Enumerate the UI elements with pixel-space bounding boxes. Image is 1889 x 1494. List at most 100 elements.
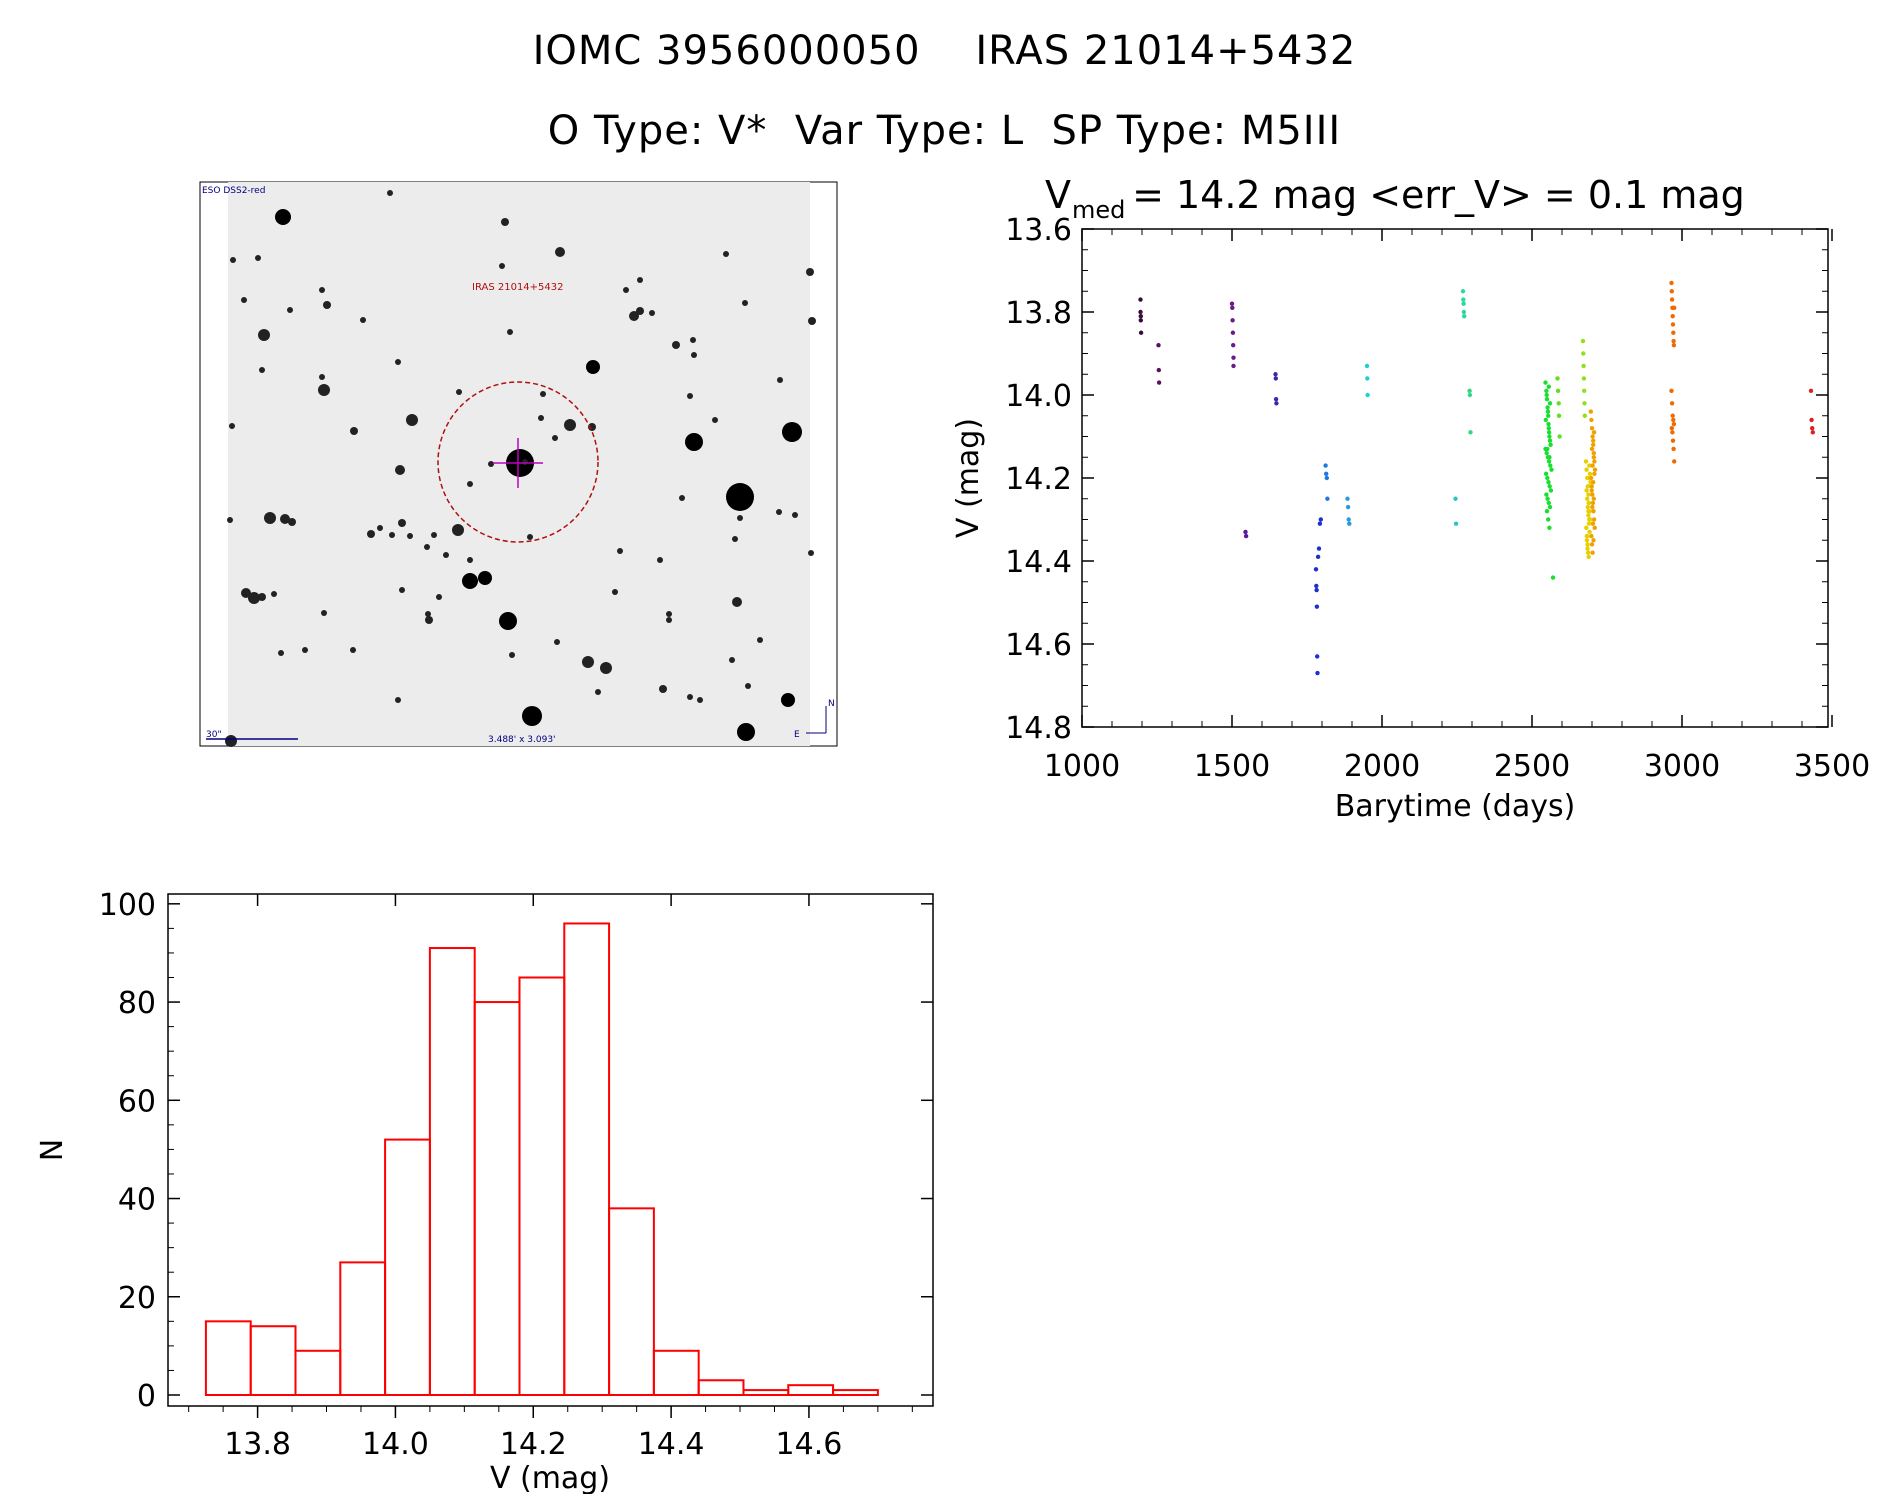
lc-point <box>1589 533 1594 539</box>
lc-point <box>1546 413 1551 418</box>
lc-point <box>1545 496 1550 501</box>
finder-star <box>522 459 528 465</box>
lc-point <box>1591 538 1596 543</box>
lc-point <box>1555 388 1561 394</box>
finder-star <box>808 550 814 556</box>
lc-point <box>1345 496 1350 501</box>
lc-point <box>1587 529 1592 535</box>
lc-title-rest: = 14.2 mag <err_V> = 0.1 mag <box>1120 173 1745 217</box>
fov-label: 3.488' x 3.093' <box>488 735 556 745</box>
lc-point <box>1591 479 1596 485</box>
finder-star <box>666 617 672 623</box>
finder-star <box>732 597 742 607</box>
finder-star <box>659 685 667 693</box>
finder-star <box>742 300 748 306</box>
lc-title-sub: med <box>1072 196 1125 224</box>
finder-star <box>389 532 395 538</box>
lc-point <box>1589 484 1594 489</box>
lc-point <box>1590 550 1595 555</box>
lc-point <box>1273 396 1279 402</box>
lc-point <box>1314 583 1319 589</box>
lc-point <box>1585 504 1591 510</box>
finder-star <box>672 341 680 349</box>
lc-point <box>1584 488 1589 493</box>
finder-star <box>737 515 743 521</box>
target-crosshair <box>493 438 543 488</box>
lc-point <box>1582 401 1587 406</box>
lc-point <box>1156 380 1162 385</box>
scale-label: 30" <box>206 730 222 740</box>
lc-point <box>1364 363 1370 369</box>
lc-point <box>1582 413 1588 418</box>
finder-star <box>280 514 290 524</box>
finder-star <box>564 419 576 431</box>
lc-point <box>1548 463 1553 468</box>
finder-star <box>726 483 754 511</box>
lc-point <box>1544 388 1549 394</box>
lc-ytick-label: 14.8 <box>1005 711 1072 746</box>
finder-star <box>258 329 270 341</box>
lc-point <box>1545 405 1550 410</box>
lc-point <box>1671 330 1676 335</box>
lc-point <box>1810 426 1815 431</box>
finder-star <box>697 697 703 703</box>
finder-star <box>538 415 544 421</box>
hist-ytick-label: 0 <box>137 1379 156 1414</box>
finder-star <box>456 389 462 395</box>
finder-star <box>287 307 293 313</box>
lc-point <box>1543 471 1549 477</box>
finder-star <box>259 367 265 373</box>
finder-star <box>395 697 401 703</box>
hist-bar <box>697 1379 745 1396</box>
lc-point <box>1547 438 1553 443</box>
lc-point <box>1313 567 1319 572</box>
hist-bar <box>832 1389 879 1397</box>
lc-point <box>1461 301 1466 306</box>
finder-star <box>462 573 478 589</box>
lc-point <box>1555 376 1560 381</box>
hist-xtick-label: 13.8 <box>224 1427 291 1462</box>
lc-point <box>1590 463 1595 468</box>
finder-star <box>395 465 405 475</box>
finder-star <box>745 683 751 689</box>
lc-point <box>1316 546 1322 551</box>
lc-point <box>1546 517 1551 522</box>
hist-bar <box>652 1349 700 1396</box>
lc-point <box>1591 517 1597 522</box>
lc-point <box>1591 450 1597 456</box>
hist-ytick-label: 40 <box>118 1183 156 1218</box>
hist-ylabel: N <box>35 1139 70 1161</box>
lc-point <box>1586 509 1591 514</box>
lc-point <box>1669 388 1674 394</box>
lc-point <box>1669 280 1674 286</box>
finder-star <box>264 512 276 524</box>
hist-xlabel: V (mag) <box>490 1461 610 1494</box>
lc-point <box>1314 587 1319 593</box>
lc-point <box>1347 521 1352 526</box>
hist-bar <box>384 1138 431 1397</box>
finder-star <box>687 694 693 700</box>
finder-star <box>387 190 393 196</box>
lc-point <box>1317 521 1323 526</box>
lc-point <box>1550 575 1556 580</box>
finder-star <box>227 517 233 523</box>
finder-star <box>685 433 703 451</box>
finder-star <box>712 417 718 423</box>
lc-point <box>1243 529 1248 535</box>
finder-star <box>424 544 430 550</box>
object-label: IRAS 21014+5432 <box>472 282 564 293</box>
lc-point <box>1585 546 1590 551</box>
hist-bar <box>294 1349 342 1396</box>
lc-point <box>1325 496 1330 501</box>
finder-star <box>350 647 356 653</box>
finder-star <box>288 518 296 526</box>
finder-star <box>806 268 814 276</box>
lc-point <box>1810 430 1816 435</box>
finder-star <box>777 377 783 383</box>
lc-point <box>1545 446 1550 452</box>
chart-title-line-2: O Type: V* Var Type: L SP Type: M5III <box>547 108 1342 154</box>
lc-point <box>1669 426 1675 431</box>
finder-star <box>509 652 515 658</box>
lc-point <box>1543 417 1549 423</box>
finder-star <box>554 639 560 645</box>
